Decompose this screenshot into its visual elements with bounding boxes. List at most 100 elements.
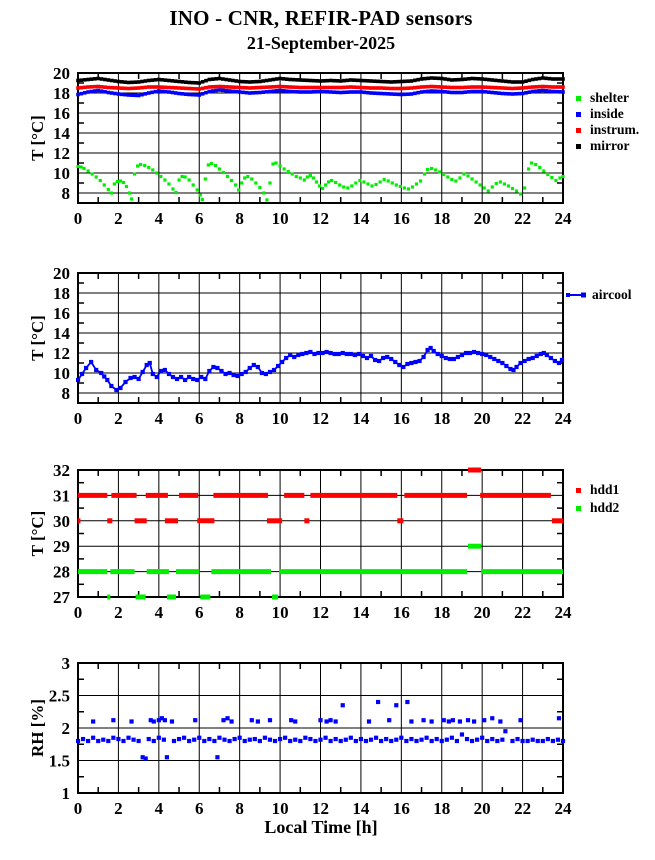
x-tick-label: 4 (155, 409, 164, 428)
panel-border (77, 72, 564, 204)
x-tick-label: 22 (514, 603, 531, 622)
series-inside (76, 88, 565, 98)
y-tick-label: 8 (62, 384, 71, 403)
page-subtitle: 21-September-2025 (246, 33, 396, 53)
legend-item-hdd2: hdd2 (576, 499, 619, 517)
x-tick-label: 20 (474, 603, 491, 622)
x-tick-label: 12 (312, 409, 329, 428)
panel-border (77, 272, 564, 404)
x-tick-label: 10 (272, 409, 289, 428)
x-tick-label: 22 (514, 209, 531, 228)
x-tick-label: 14 (352, 409, 370, 428)
x-tick-label: 18 (433, 603, 450, 622)
x-tick-label: 8 (235, 209, 244, 228)
x-tick-label: 8 (235, 799, 244, 818)
legend-label: mirror (590, 138, 630, 153)
legend-label: hdd1 (590, 482, 620, 497)
legend-item-inside: inside (576, 106, 639, 122)
x-tick-label: 2 (114, 209, 123, 228)
legend-item-mirror: mirror (576, 138, 639, 154)
x-tick-label: 10 (272, 603, 289, 622)
x-tick-label: 16 (393, 409, 410, 428)
x-tick-label: 20 (474, 799, 491, 818)
x-tick-label: 18 (433, 209, 450, 228)
y-tick-label: 31 (53, 486, 70, 505)
y-tick-label: 18 (53, 284, 70, 303)
x-tick-label: 10 (272, 209, 289, 228)
legend-item-instrum: instrum. (576, 122, 639, 138)
x-tick-label: 12 (312, 209, 329, 228)
hdd2-marker-icon (576, 505, 590, 511)
x-tick-label: 0 (74, 409, 83, 428)
aircool-marker-icon (566, 291, 592, 299)
y-tick-label: 8 (62, 184, 71, 203)
legend-panel-2: aircool (566, 287, 632, 303)
x-tick-label: 0 (74, 799, 83, 818)
x-tick-label: 16 (393, 603, 410, 622)
x-tick-label: 2 (114, 799, 123, 818)
series-rh (76, 699, 566, 761)
y-axis-label: T [°C] (28, 115, 47, 161)
x-tick-label: 0 (74, 209, 83, 228)
legend-item-shelter: shelter (576, 90, 639, 106)
y-axis-label: T [°C] (28, 315, 47, 361)
legend-item-hdd1: hdd1 (576, 481, 619, 499)
inside-marker-icon (576, 111, 590, 117)
y-tick-label: 14 (53, 324, 71, 343)
panel-border (77, 469, 564, 598)
y-tick-label: 29 (53, 537, 70, 556)
x-tick-label: 24 (555, 799, 573, 818)
y-tick-label: 12 (53, 344, 70, 363)
x-tick-label: 20 (474, 209, 491, 228)
series-shelter (76, 161, 565, 202)
x-tick-label: 24 (555, 209, 573, 228)
x-tick-label: 4 (155, 209, 164, 228)
legend-label: instrum. (590, 122, 640, 137)
legend-label: shelter (590, 90, 629, 105)
x-tick-label: 18 (433, 409, 450, 428)
x-tick-label: 14 (352, 799, 370, 818)
y-tick-label: 16 (53, 104, 70, 123)
x-tick-label: 10 (272, 799, 289, 818)
x-tick-label: 8 (235, 409, 244, 428)
y-tick-label: 18 (53, 84, 70, 103)
x-tick-label: 18 (433, 799, 450, 818)
y-tick-label: 16 (53, 304, 70, 323)
y-tick-label: 3 (62, 654, 71, 673)
mirror-marker-icon (576, 143, 590, 149)
page-title: INO - CNR, REFIR-PAD sensors (169, 6, 473, 30)
shelter-marker-icon (576, 95, 590, 101)
y-tick-label: 2 (62, 719, 71, 738)
panel-border (77, 662, 564, 794)
x-tick-label: 6 (195, 603, 204, 622)
series-aircool (76, 345, 565, 393)
y-tick-label: 10 (53, 164, 70, 183)
series-hdd2 (78, 543, 563, 600)
x-tick-label: 6 (195, 209, 204, 228)
hdd1-marker-icon (576, 487, 590, 493)
x-tick-label: 2 (114, 603, 123, 622)
x-tick-label: 6 (195, 409, 204, 428)
x-tick-label: 22 (514, 799, 531, 818)
x-tick-label: 0 (74, 603, 83, 622)
x-tick-label: 22 (514, 409, 531, 428)
legend-panel-1: shelter inside instrum. mirror (576, 90, 639, 154)
x-axis-label: Local Time [h] (264, 817, 378, 837)
y-tick-label: 32 (53, 461, 70, 480)
x-tick-label: 16 (393, 799, 410, 818)
x-tick-label: 2 (114, 409, 123, 428)
y-tick-label: 14 (53, 124, 71, 143)
x-tick-label: 20 (474, 409, 491, 428)
y-tick-label: 10 (53, 364, 70, 383)
x-tick-label: 4 (155, 603, 164, 622)
series-mirror (76, 76, 565, 85)
x-tick-label: 24 (555, 409, 573, 428)
x-tick-label: 8 (235, 603, 244, 622)
x-tick-label: 16 (393, 209, 410, 228)
y-tick-label: 1.5 (49, 752, 70, 771)
legend-label: hdd2 (590, 500, 620, 515)
y-tick-label: 1 (62, 784, 71, 803)
